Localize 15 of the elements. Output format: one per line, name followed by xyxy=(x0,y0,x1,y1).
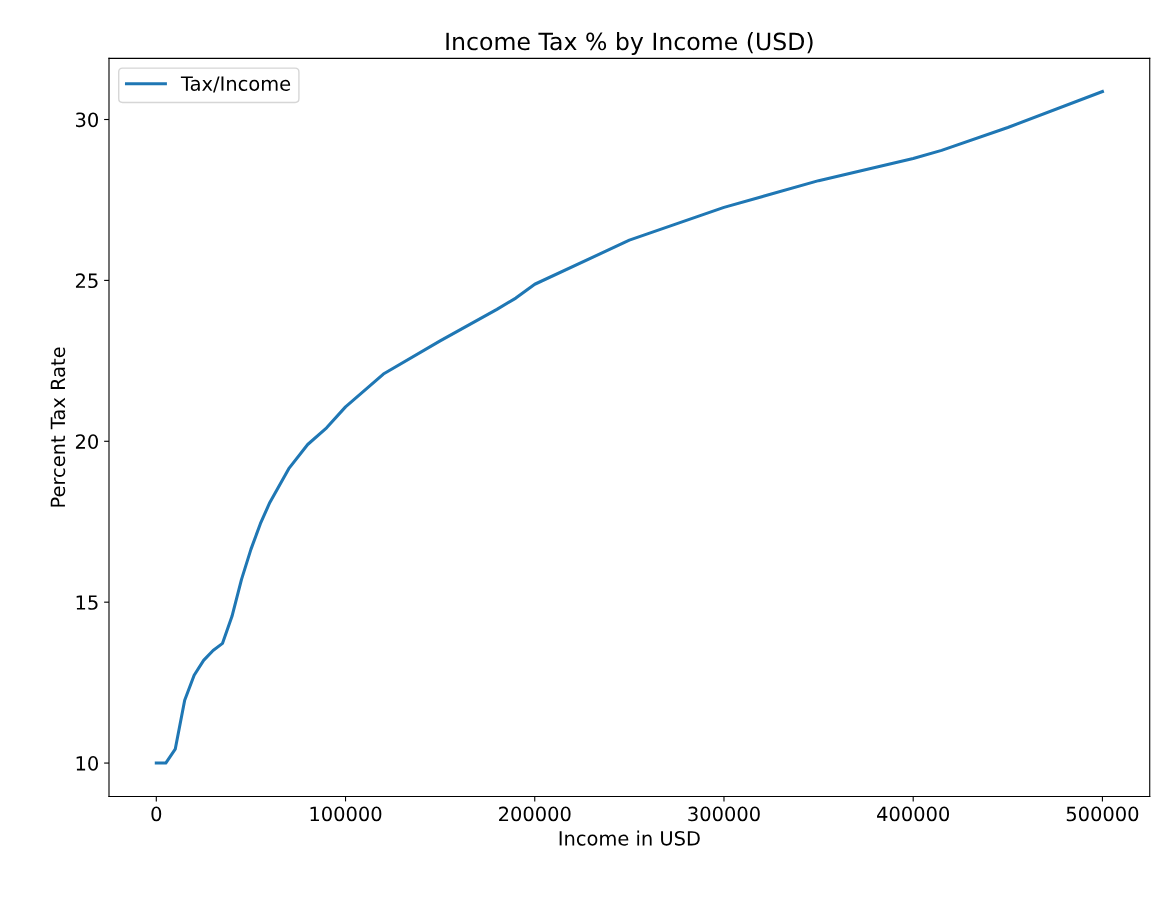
y-tick-label: 10 xyxy=(76,756,98,771)
y-axis-title: Percent Tax Rate xyxy=(50,347,66,507)
x-tick-label: 100000 xyxy=(310,806,382,822)
x-tick-label: 0 xyxy=(151,806,162,822)
y-tick-label: 15 xyxy=(76,595,98,610)
x-tick-label: 300000 xyxy=(688,806,760,822)
x-tick-label: 500000 xyxy=(1066,806,1139,822)
x-tick-label: 400000 xyxy=(877,806,950,822)
legend-label: Tax/Income xyxy=(180,76,291,93)
y-tick-label: 20 xyxy=(75,434,98,449)
x-tick-label: 200000 xyxy=(499,806,571,822)
y-tick-label: 30 xyxy=(76,112,98,128)
y-tick-label: 25 xyxy=(75,273,98,289)
x-axis-title: Income in USD xyxy=(559,830,700,846)
chart-title: Income Tax % by Income (USD) xyxy=(446,32,813,55)
